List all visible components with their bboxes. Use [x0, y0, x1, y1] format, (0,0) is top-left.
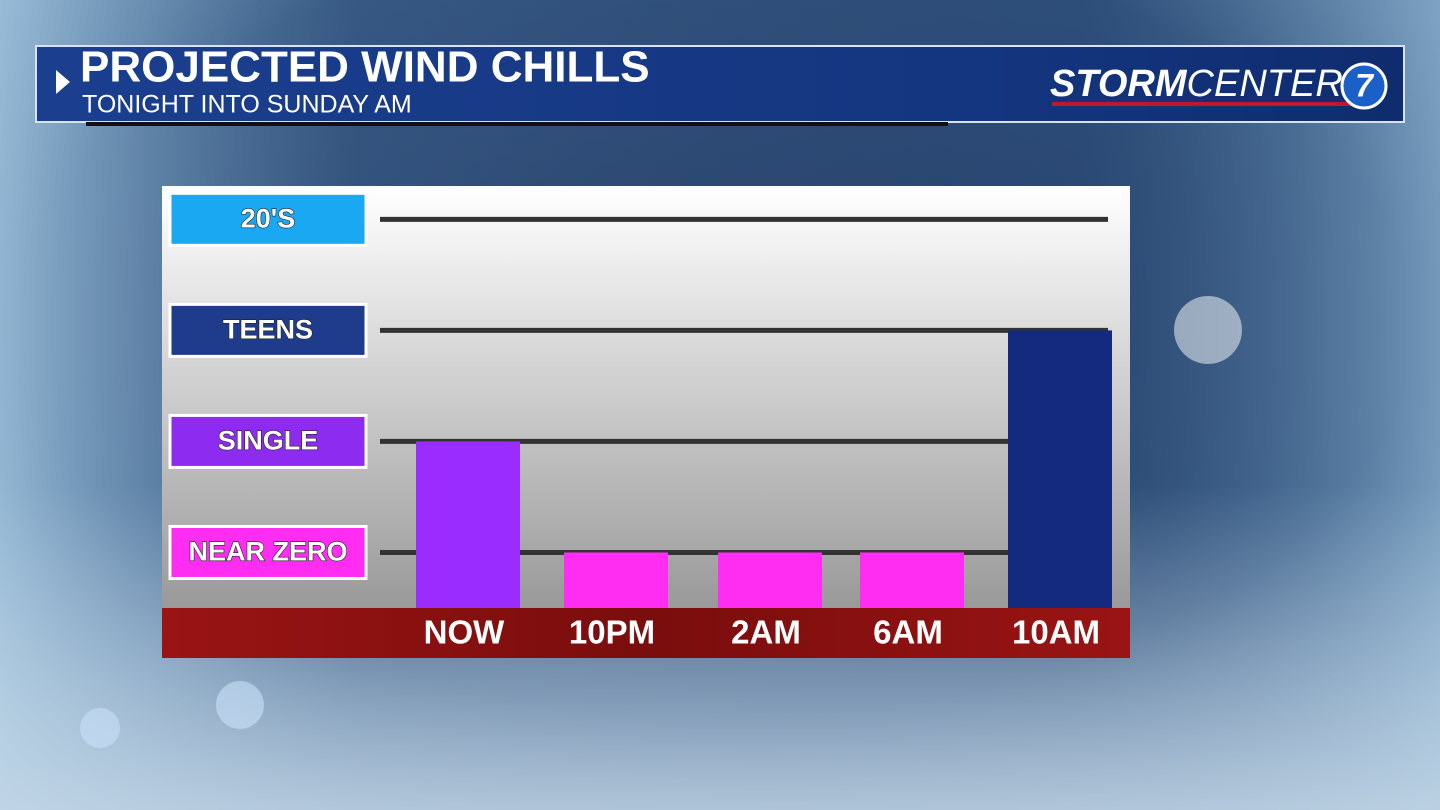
plot: NEAR ZERO SINGLE TEENS 20'S NOW 10PM 2AM 6AM 10A… — [168, 191, 1112, 651]
y-tick-box — [168, 302, 368, 358]
y-tick-box — [168, 191, 368, 247]
brand-badge — [1340, 62, 1388, 110]
x-tick-label: 6AM — [873, 614, 943, 651]
bokeh — [80, 708, 120, 748]
category-band — [162, 608, 1130, 658]
bokeh — [216, 681, 264, 729]
header-arrow — [56, 70, 70, 94]
y-tick-label: NEAR ZERO — [188, 537, 347, 567]
bokeh — [1174, 296, 1242, 364]
brand-light: CENTER — [1187, 63, 1343, 105]
bar — [860, 552, 964, 608]
y-tick-box — [168, 524, 368, 580]
header-bar — [35, 45, 1405, 123]
x-tick-label: 2AM — [731, 614, 801, 651]
chart-title: PROJECTED WIND CHILLS — [80, 43, 650, 92]
bar — [564, 552, 668, 608]
bar — [416, 441, 520, 608]
y-tick-label: TEENS — [223, 314, 313, 344]
bar — [718, 552, 822, 608]
x-tick-label: 10AM — [1012, 614, 1100, 651]
chart-subtitle: TONIGHT INTO SUNDAY AM — [82, 91, 412, 119]
y-tick-label: 20'S — [241, 203, 295, 233]
y-tick-label: SINGLE — [218, 426, 319, 456]
brand-bold: STORM — [1050, 63, 1188, 105]
brand-logo: STORMCENTER — [1050, 63, 1343, 105]
brand-badge-text: 7 — [1355, 67, 1375, 103]
x-tick-label: NOW — [424, 614, 506, 651]
bar — [1008, 330, 1112, 608]
y-tick-box — [168, 413, 368, 469]
x-tick-label: 10PM — [569, 614, 655, 651]
